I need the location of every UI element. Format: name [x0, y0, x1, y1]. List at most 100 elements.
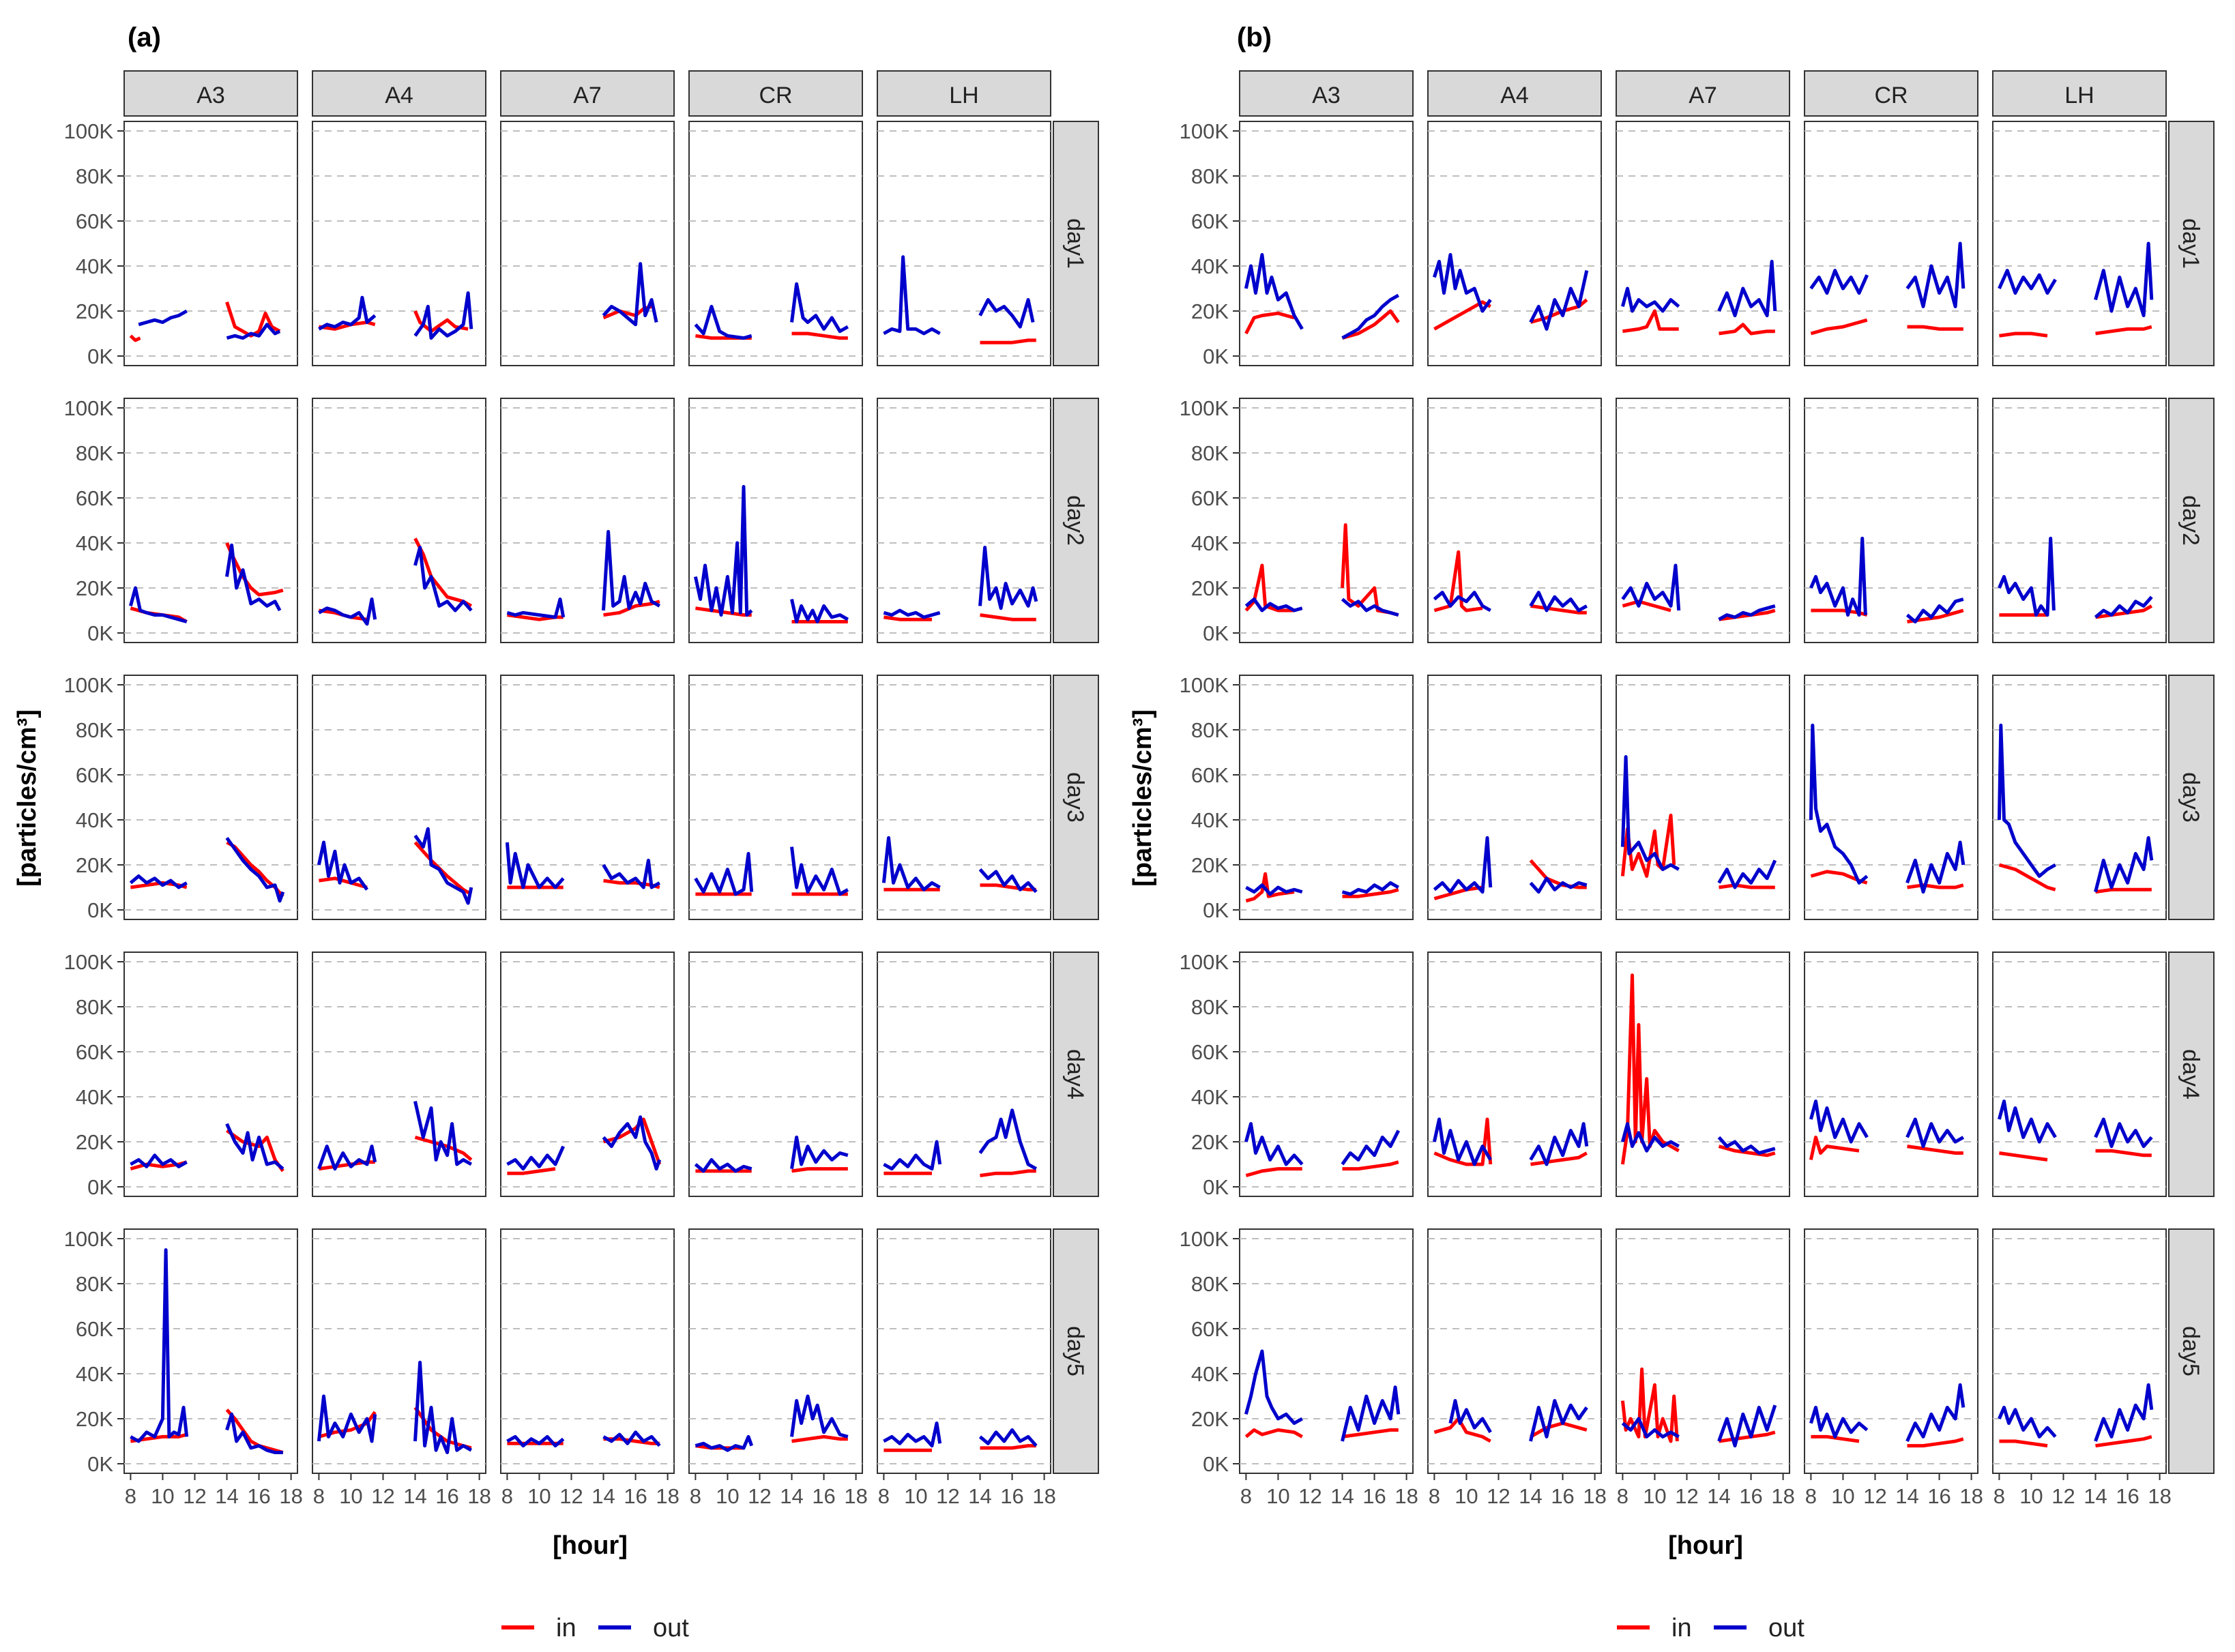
series-line-out — [1809, 1100, 1869, 1144]
series-line-in — [1244, 311, 1295, 335]
x-tick-label: 8 — [1993, 1484, 2005, 1508]
facet-panel — [1239, 1228, 1414, 1474]
facet-panel-border — [1616, 398, 1790, 643]
series-line-in — [413, 310, 469, 334]
series-line-in — [507, 1167, 556, 1175]
series-line-out — [1433, 836, 1493, 894]
facet-panel — [688, 398, 863, 643]
y-tick-label: 20K — [1191, 853, 1229, 877]
series-line-in — [1433, 885, 1483, 900]
facet-panel-border — [1427, 675, 1602, 920]
y-tick-label: 80K — [76, 1272, 113, 1296]
series-line-in — [1907, 883, 1964, 889]
y-tick-label: 40K — [76, 808, 113, 832]
series-line-out — [1529, 270, 1589, 331]
y-tick-label: 20K — [76, 576, 113, 600]
series-line-out — [130, 1248, 189, 1443]
series-line-out — [694, 1157, 753, 1173]
facet-strip-row-label: day5 — [2178, 1326, 2204, 1376]
x-tick-label: 8 — [690, 1484, 701, 1508]
series-line-out — [1245, 883, 1303, 896]
series-line-out — [413, 291, 473, 340]
facet-strip-row-label: day5 — [1062, 1326, 1088, 1376]
facet-panel-border — [1992, 1228, 2167, 1474]
facet-panel — [1992, 1228, 2167, 1474]
series-line-out — [978, 1108, 1038, 1170]
y-tick-label: 0K — [1203, 621, 1229, 645]
series-line-out — [1998, 1406, 2057, 1439]
y-tick-label: 60K — [1191, 1040, 1229, 1064]
series-line-in — [1244, 1428, 1303, 1439]
facet-panel — [1427, 952, 1602, 1197]
series-line-out — [2094, 595, 2153, 619]
x-tick-label: 14 — [1895, 1484, 1918, 1508]
x-tick-label: 18 — [1771, 1484, 1794, 1508]
series-line-out — [1809, 269, 1869, 295]
series-line-out — [1529, 1122, 1589, 1166]
series-line-in — [1433, 300, 1491, 331]
facet-strip-row-label: day2 — [1062, 495, 1088, 546]
series-line-out — [1905, 840, 1966, 894]
facet-panel-border — [1992, 952, 2167, 1197]
series-line-out — [1717, 1136, 1776, 1155]
series-line-out — [1244, 1122, 1304, 1166]
facet-strip-label: A4 — [385, 83, 413, 108]
x-tick-label: 10 — [716, 1484, 739, 1508]
legend-in-label: in — [1671, 1614, 1692, 1642]
facet-strip-label: A7 — [1689, 83, 1717, 108]
facet-panel-border — [1239, 675, 1414, 920]
series-line-in — [1719, 323, 1775, 336]
series-line-in — [1811, 608, 1868, 617]
facet-panel — [500, 675, 675, 920]
facet-panel — [1804, 1228, 1978, 1474]
x-tick-label: 10 — [1831, 1484, 1854, 1508]
series-line-out — [1620, 755, 1680, 872]
series-line-out — [225, 836, 285, 903]
facet-strip-label: A4 — [1500, 83, 1529, 108]
facet-panel — [312, 675, 486, 920]
series-line-in — [1999, 1439, 2048, 1448]
series-line-out — [1905, 241, 1966, 308]
x-tick-label: 16 — [2116, 1484, 2139, 1508]
series-line-in — [980, 1444, 1036, 1450]
series-line-out — [693, 485, 753, 617]
facet-strip-row-label: day3 — [1062, 772, 1088, 823]
y-tick-label: 100K — [64, 950, 114, 974]
series-line-in — [1907, 1437, 1964, 1448]
facet-panel — [877, 1228, 1051, 1474]
facet-panel-border — [1239, 1228, 1414, 1474]
x-tick-label: 16 — [247, 1484, 270, 1508]
x-tick-label: 12 — [936, 1484, 959, 1508]
series-line-out — [506, 1434, 565, 1448]
series-line-out — [2094, 1117, 2153, 1149]
series-line-out — [1998, 269, 2057, 295]
series-line-in — [413, 841, 473, 896]
series-line-out — [1718, 604, 1776, 621]
y-axis-title-a: [particles/cm³] — [13, 709, 42, 887]
facet-panel-border — [1616, 121, 1790, 366]
x-tick-label: 14 — [403, 1484, 426, 1508]
series-line-out — [317, 840, 369, 891]
y-tick-label: 0K — [87, 1452, 113, 1476]
series-line-in — [1622, 600, 1671, 613]
facet-panel — [1804, 952, 1978, 1197]
x-tick-label: 8 — [878, 1484, 890, 1508]
series-line-out — [413, 1361, 473, 1454]
series-line-out — [790, 598, 849, 623]
x-tick-label: 10 — [339, 1484, 362, 1508]
series-line-out — [317, 1394, 377, 1443]
series-line-out — [225, 543, 282, 612]
facet-panel-border — [1616, 952, 1790, 1197]
facet-strip-column — [500, 70, 675, 117]
facet-strip-row — [1053, 952, 1099, 1197]
y-tick-label: 20K — [1191, 1130, 1229, 1154]
series-line-out — [1244, 1349, 1303, 1426]
facet-panel — [877, 675, 1051, 920]
series-line-out — [1809, 536, 1867, 617]
series-line-in — [1245, 872, 1295, 903]
series-line-out — [128, 586, 188, 623]
y-tick-label: 0K — [1203, 1175, 1229, 1199]
facet-strip-row — [2168, 675, 2215, 920]
legend-a: in out — [501, 1614, 689, 1642]
x-tick-label: 16 — [812, 1484, 835, 1508]
